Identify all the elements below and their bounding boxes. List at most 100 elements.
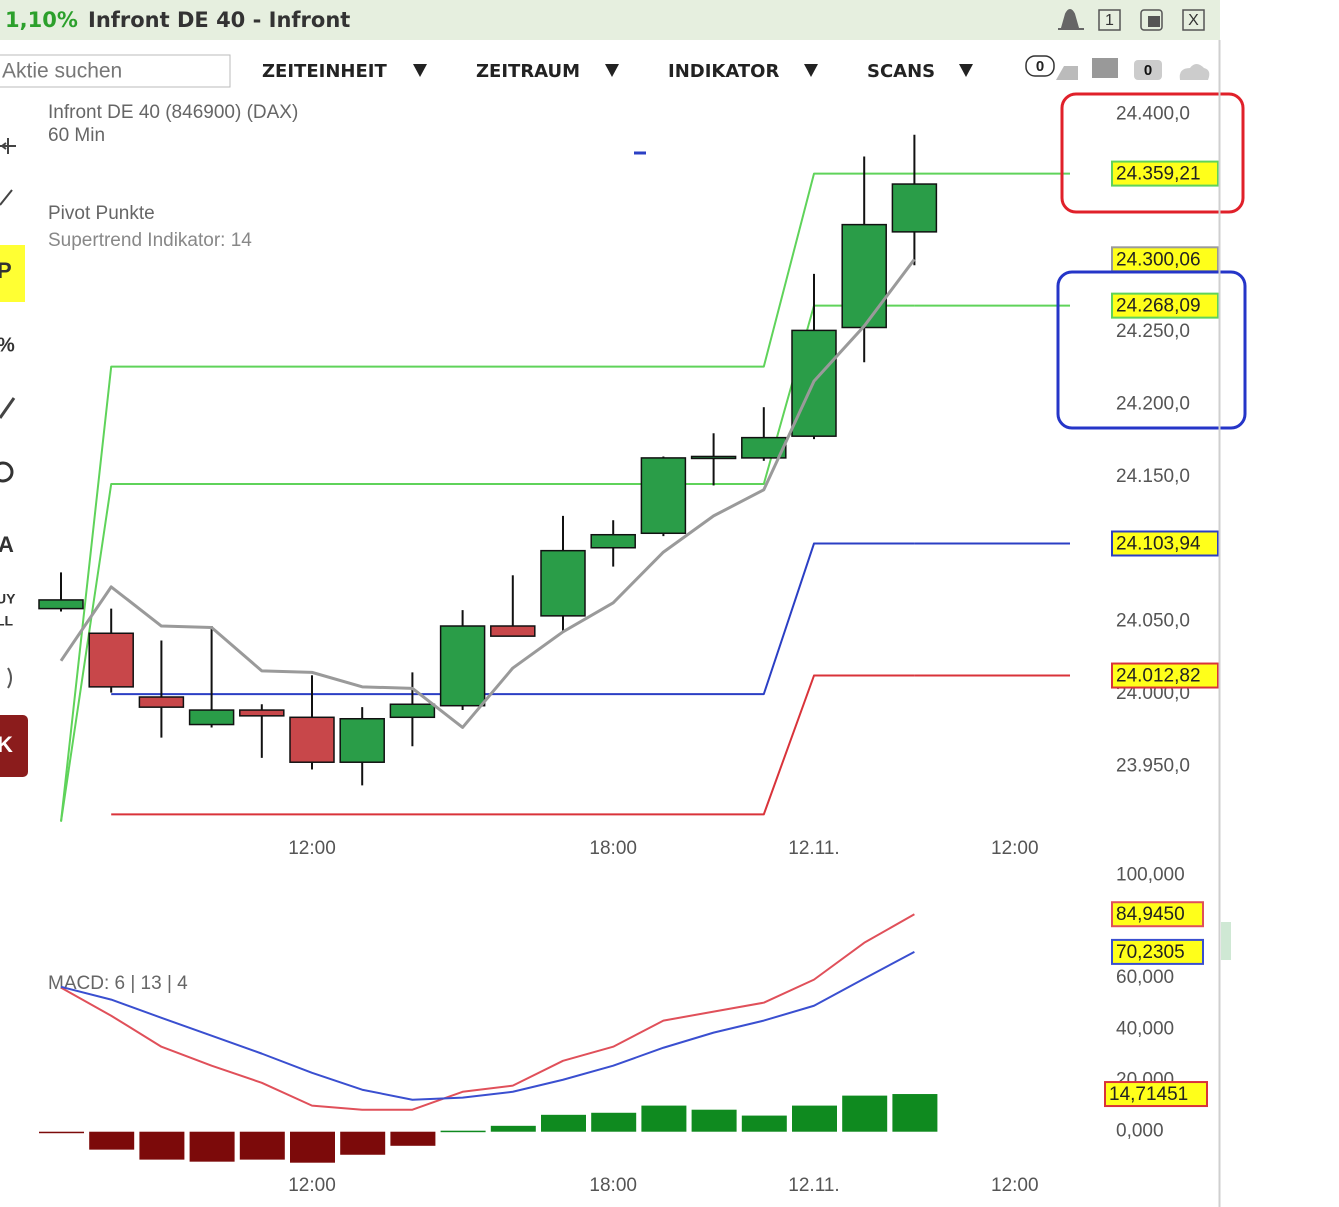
histogram-bar — [239, 1131, 285, 1160]
delete-button-label: K — [0, 732, 13, 757]
candle-body — [640, 457, 687, 535]
price-badge — [1111, 901, 1204, 928]
delete-button[interactable] — [0, 715, 28, 777]
dropdown-arrow[interactable] — [804, 64, 818, 77]
candle-body — [841, 223, 887, 329]
circle-tool[interactable] — [0, 461, 14, 483]
pivot-tool[interactable] — [0, 245, 25, 302]
price-badge-label: 24.300,06 — [1116, 249, 1201, 270]
percent-tool-label[interactable]: % — [0, 334, 15, 356]
histogram-bar — [892, 1094, 938, 1132]
indicator-label: Supertrend Indikator: 14 — [48, 230, 252, 251]
alert-button[interactable] — [1058, 9, 1084, 30]
menu-zeiteinheit[interactable]: ZEITEINHEIT — [262, 61, 387, 82]
highlight-box — [1060, 92, 1245, 214]
x-tick-label: 12.11. — [788, 838, 839, 859]
histogram-bar — [591, 1112, 637, 1132]
window-button-label: 1 — [1105, 12, 1114, 29]
histogram-bar — [340, 1131, 386, 1155]
move-tool[interactable] — [0, 138, 16, 154]
price-badge-label: 24.359,21 — [1116, 164, 1201, 185]
candle-body — [690, 455, 737, 460]
candle-body — [38, 599, 84, 610]
toolbar-icon[interactable] — [1092, 58, 1118, 78]
candle-body — [188, 709, 235, 726]
window-title: Infront DE 40 - Infront — [88, 8, 350, 32]
x-tick-label: 18:00 — [589, 1175, 637, 1196]
menu-indikator[interactable]: INDIKATOR — [668, 61, 779, 82]
y-tick-label: 24.400,0 — [1116, 104, 1190, 125]
candle-body — [289, 716, 335, 763]
price-chart: 24.400,0 24.250,0 24.200,0 24.150,0 24.050,0… — [38, 104, 1219, 859]
indicator-line — [60, 951, 915, 1101]
x-tick-label: 12:00 — [288, 1175, 336, 1196]
histogram-bar — [792, 1105, 837, 1132]
candle-body — [891, 183, 938, 233]
candle-body — [138, 696, 185, 708]
instrument-name: Infront DE 40 (846900) (DAX) — [48, 102, 298, 123]
alert-badge[interactable] — [1025, 55, 1055, 77]
x-tick-label: 18:00 — [589, 838, 637, 859]
histogram-bar — [641, 1105, 687, 1132]
x-tick-label: 12:00 — [288, 838, 336, 859]
y-tick-label: 100,000 — [1116, 865, 1185, 886]
indicator-line — [60, 304, 915, 822]
indicator-line — [60, 172, 915, 822]
histogram-bar — [440, 1130, 486, 1133]
candle-body — [590, 533, 636, 549]
cloud-icon[interactable] — [1179, 64, 1210, 80]
maximize-button[interactable] — [1140, 9, 1163, 31]
price-badge — [1111, 530, 1219, 557]
menu-scans[interactable]: SCANS — [867, 61, 935, 82]
histogram-bar — [490, 1125, 536, 1132]
price-badge-label: 70,2305 — [1116, 942, 1185, 963]
sound-icon[interactable] — [7, 667, 12, 689]
histogram-bar — [89, 1131, 135, 1150]
dropdown-arrow[interactable] — [605, 64, 619, 77]
candle-body — [490, 625, 536, 637]
price-badge-label: 84,9450 — [1116, 904, 1185, 925]
indicator-line — [111, 542, 915, 696]
notes-badge[interactable] — [1134, 60, 1162, 80]
price-badge-label: 24.103,94 — [1116, 534, 1201, 555]
scroll-handle[interactable] — [1221, 922, 1231, 960]
price-badge — [1111, 662, 1219, 689]
text-tool-label[interactable]: A — [0, 532, 14, 557]
window-button[interactable] — [1098, 9, 1121, 31]
y-tick-label: 24.150,0 — [1116, 466, 1190, 487]
maximize-icon — [1148, 16, 1160, 27]
price-badge-label: 24.012,82 — [1116, 666, 1201, 687]
notes-count: 0 — [1144, 62, 1152, 79]
candle-body — [540, 549, 586, 617]
x-tick-label: 12:00 — [991, 1175, 1039, 1196]
macd-label: MACD: 6 | 13 | 4 — [48, 973, 188, 994]
histogram-bar — [741, 1115, 787, 1132]
search-placeholder: Aktie suchen — [2, 60, 122, 83]
x-tick-label: 12:00 — [991, 838, 1039, 859]
histogram-bar — [541, 1114, 586, 1132]
histogram-bar — [691, 1109, 737, 1132]
pivot-tool-label: P — [0, 258, 12, 283]
dropdown-arrow[interactable] — [959, 64, 973, 77]
histogram-bar — [842, 1095, 888, 1132]
alert-count: 0 — [1036, 58, 1044, 75]
close-button[interactable] — [1182, 9, 1205, 31]
sell-label[interactable]: LL — [0, 613, 14, 629]
y-tick-label: 60,000 — [1116, 967, 1174, 988]
dropdown-arrow[interactable] — [413, 64, 427, 77]
candle-body — [389, 703, 436, 719]
search-input[interactable] — [0, 54, 231, 88]
buy-label[interactable]: UY — [0, 591, 16, 607]
change-percent: 1,10% — [5, 8, 78, 32]
histogram-bar — [290, 1131, 335, 1163]
toolbar-icon[interactable] — [1056, 66, 1078, 80]
price-badge-label: 14,71451 — [1109, 1084, 1188, 1105]
menu-zeitraum[interactable]: ZEITRAUM — [476, 61, 580, 82]
line-tool[interactable] — [0, 189, 13, 206]
indicator-label: Pivot Punkte — [48, 203, 155, 224]
y-tick-label: 24.050,0 — [1116, 611, 1190, 632]
title-bar — [0, 0, 1220, 40]
trend-tool[interactable] — [0, 397, 16, 419]
